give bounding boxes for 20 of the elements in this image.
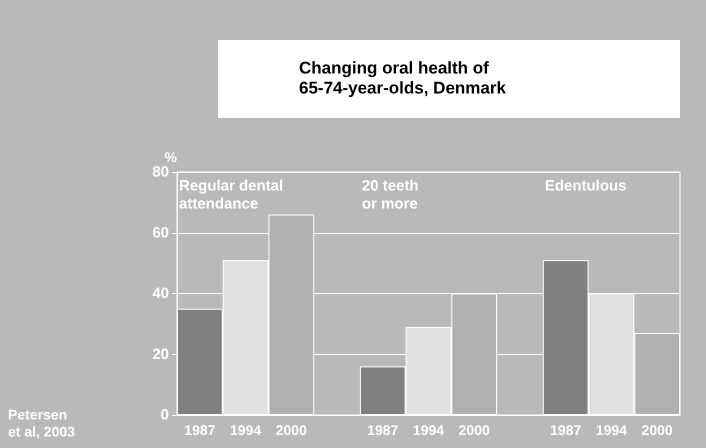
text: Petersen et al, 2003 [8,406,76,440]
y-tick-label: 60 [152,224,169,242]
x-tick-label: 1987 [184,422,216,438]
annotation: Edentulous [544,178,626,194]
x-tick-label: 2000 [458,422,490,438]
y-axis-title: % [164,149,178,165]
y-tick-label: 0 [160,406,169,424]
x-tick-label: 2000 [642,422,673,438]
x-tick-label: 1987 [367,422,399,438]
annotation: Regular dental attendance [179,178,284,212]
x-tick-label: 1994 [230,422,262,438]
chart-title: Changing oral health of 65-74-year-olds, Denmark [299,58,506,98]
y-tick-label: 20 [152,346,169,363]
x-tick-label: 1987 [550,422,582,438]
x-tick-label: 1994 [596,422,628,438]
y-tick-label: 40 [152,285,169,302]
annotation: 20 teeth or more [362,178,419,212]
x-tick-label: 2000 [276,422,308,438]
x-tick-label: 1994 [412,422,444,438]
y-tick-label: 80 [152,164,169,180]
